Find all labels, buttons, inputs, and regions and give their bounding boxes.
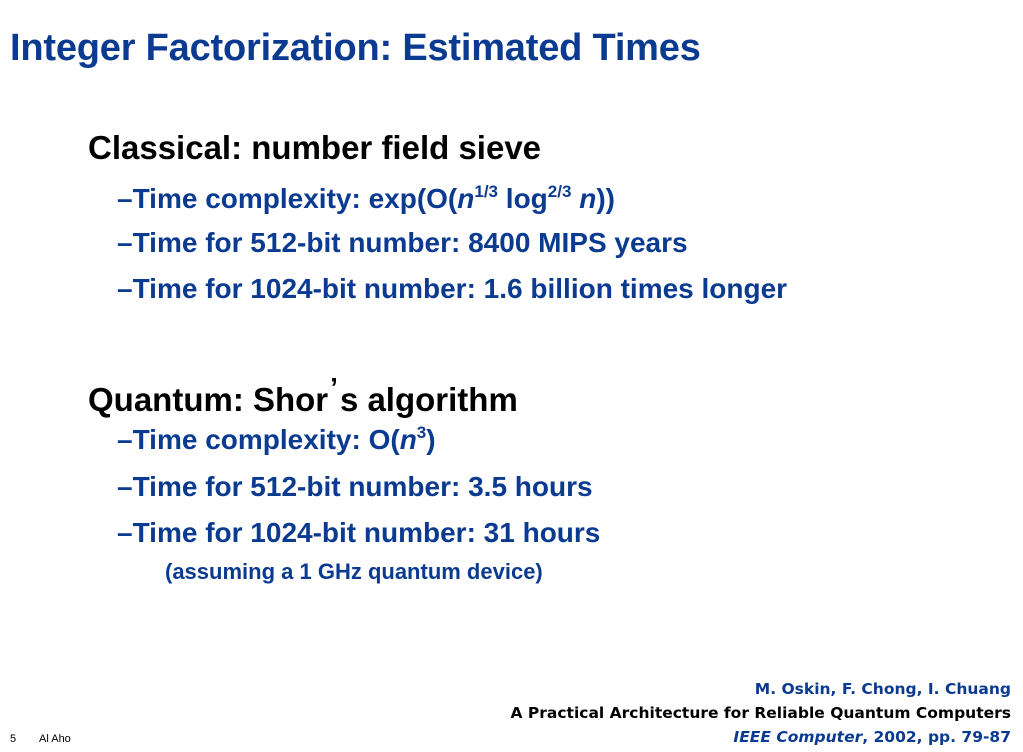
- classical-heading: Classical: number field sieve: [88, 129, 542, 166]
- classical-1024-time: –Time for 1024-bit number: 1.6 billion t…: [117, 273, 788, 304]
- reference-authors: M. Oskin, F. Chong, I. Chuang: [754, 680, 1011, 698]
- slide-title: Integer Factorization: Estimated Times: [10, 27, 701, 69]
- quantum-heading: Quantum: Shor’s algorithm: [88, 372, 518, 418]
- quantum-complexity: –Time complexity: O(n3): [117, 423, 436, 455]
- classical-512-time: –Time for 512-bit number: 8400 MIPS year…: [117, 227, 688, 258]
- reference-paper-title: A Practical Architecture for Reliable Qu…: [510, 704, 1011, 722]
- quantum-device-note: (assuming a 1 GHz quantum device): [165, 559, 543, 584]
- page-number: 5: [10, 733, 17, 745]
- reference-journal: IEEE Computer, 2002, pp. 79-87: [733, 728, 1011, 746]
- quantum-512-time: –Time for 512-bit number: 3.5 hours: [117, 471, 593, 502]
- footer-author: Al Aho: [39, 733, 71, 745]
- quantum-1024-time: –Time for 1024-bit number: 31 hours: [117, 517, 601, 548]
- classical-complexity: –Time complexity: exp(O(n1/3 log2/3 n)): [117, 182, 615, 214]
